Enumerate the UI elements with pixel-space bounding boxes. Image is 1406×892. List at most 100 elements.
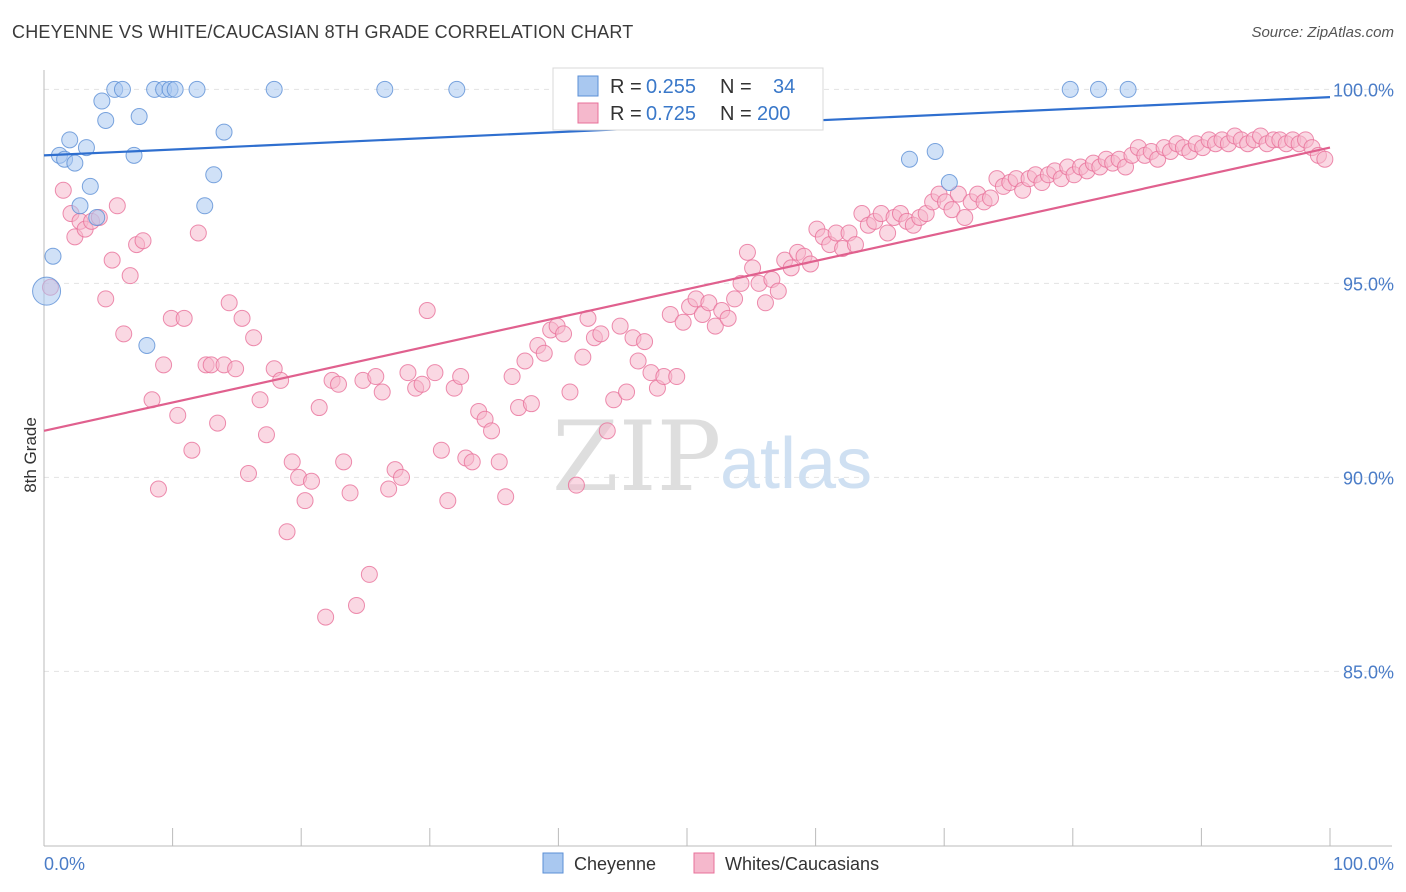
cheyenne-point [1119,80,1137,98]
whites-point [189,224,207,242]
whites-point [413,375,431,393]
whites-point [719,309,737,327]
whites-point [393,468,411,486]
legend-whites-swatch [693,852,715,874]
whites-point [981,189,999,207]
whites-point [183,441,201,459]
whites-point [618,383,636,401]
whites-point [134,232,152,250]
whites-point [574,348,592,366]
cheyenne-point [81,177,99,195]
whites-point [108,197,126,215]
cheyenne-r-value: 0.255 [646,76,696,98]
whites-point [97,290,115,308]
cheyenne-point [97,111,115,129]
whites-point [278,523,296,541]
whites-point [636,333,654,351]
whites-point [367,368,385,386]
whites-point [738,243,756,261]
cheyenne-point [265,80,283,98]
whites-point [592,325,610,343]
cheyenne-point [215,123,233,141]
whites-point [227,360,245,378]
cheyenne-point [125,146,143,164]
whites-point [175,309,193,327]
cheyenne-n-label: N = [720,76,752,98]
whites-point [629,352,647,370]
cheyenne-points [32,80,1137,354]
cheyenne-r-label: R = [610,76,642,98]
whites-point [439,492,457,510]
cheyenne-point [61,131,79,149]
y-tick-label: 100.0% [1333,80,1394,100]
whites-point [943,201,961,219]
cheyenne-point [88,208,106,226]
whites-point [668,368,686,386]
legend-whites-label: Whites/Caucasians [725,854,879,874]
legend-cheyenne-label: Cheyenne [574,854,656,874]
whites-point [155,356,173,374]
whites-point [661,305,679,323]
whites-point [347,596,365,614]
whites-point [879,224,897,242]
whites-point [756,294,774,312]
whites-point [399,364,417,382]
whites-point [103,251,121,269]
whites-point [209,414,227,432]
whites-point [329,375,347,393]
whites-point [54,181,72,199]
watermark-atlas: atlas [720,424,872,504]
cheyenne-point [93,92,111,110]
gridlines [44,88,1392,672]
whites-point [605,391,623,409]
whites-point [317,608,335,626]
cheyenne-swatch [577,75,599,97]
whites-point [360,565,378,583]
whites-point [233,309,251,327]
y-tick-label: 90.0% [1343,468,1394,488]
watermark: ZIP atlas [552,401,872,513]
cheyenne-point [113,80,131,98]
whites-point [769,282,787,300]
whites-point [674,313,692,331]
whites-point [503,368,521,386]
whites-point [380,480,398,498]
whites-n-value: 200 [757,103,790,125]
legend-cheyenne-swatch [542,852,564,874]
whites-point [341,484,359,502]
whites-n-label: N = [720,103,752,125]
y-tick-label: 95.0% [1343,274,1394,294]
whites-r-label: R = [610,103,642,125]
whites-point [956,208,974,226]
cheyenne-point [166,80,184,98]
stats-legend: R = 0.255 N = 34 R = 0.725 N = 200 [552,67,824,131]
whites-point [257,426,275,444]
cheyenne-point [448,80,466,98]
whites-point [726,290,744,308]
whites-point [516,352,534,370]
cheyenne-point [77,139,95,157]
cheyenne-point [940,174,958,192]
whites-point [490,453,508,471]
whites-point [245,329,263,347]
whites-point [310,399,328,417]
whites-point [432,441,450,459]
y-tick-labels: 85.0% 90.0% 95.0% 100.0% [1333,80,1394,682]
cheyenne-point [900,150,918,168]
whites-point [452,368,470,386]
y-tick-label: 85.0% [1343,662,1394,682]
whites-point [121,267,139,285]
x-tick-label: 100.0% [1333,854,1394,874]
x-tick-label: 0.0% [44,854,85,874]
whites-point [149,480,167,498]
whites-swatch [577,102,599,124]
x-tick-labels: 0.0% 100.0% [44,854,1394,874]
cheyenne-point [71,197,89,215]
y-axis-title: 8th Grade [21,417,40,493]
whites-point [426,364,444,382]
watermark-zip: ZIP [552,401,721,513]
whites-points [41,127,1334,626]
whites-point [555,325,573,343]
whites-point [497,488,515,506]
